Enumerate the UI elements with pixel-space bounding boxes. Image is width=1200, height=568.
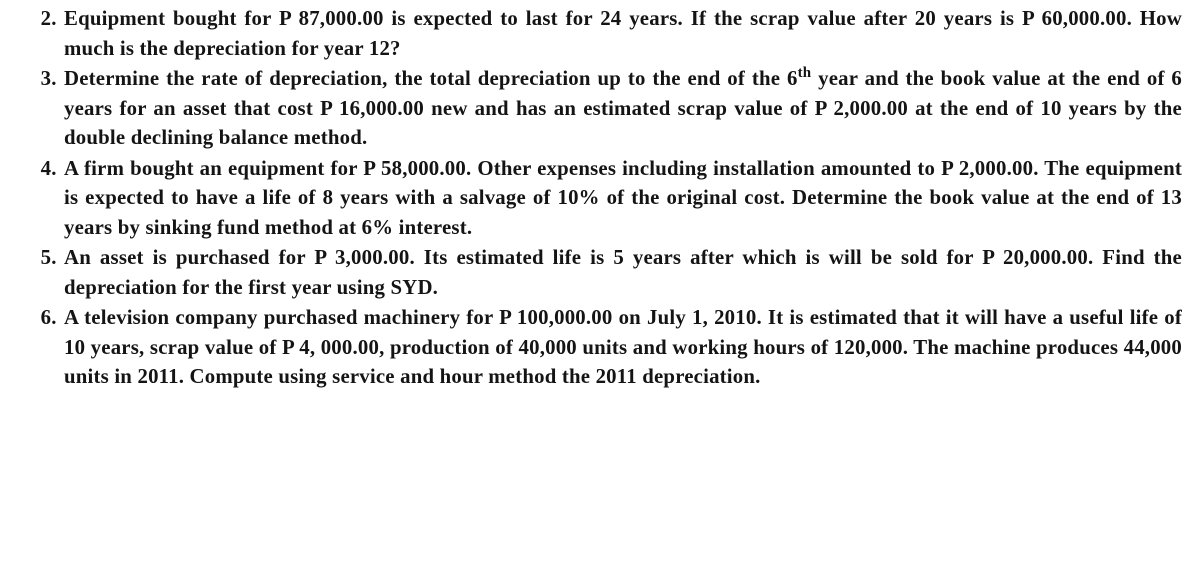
problem-list: Equipment bought for P 87,000.00 is expe… [18,4,1182,392]
problem-item: A firm bought an equipment for P 58,000.… [62,154,1182,243]
problem-item: An asset is purchased for P 3,000.00. It… [62,243,1182,302]
problem-item: Equipment bought for P 87,000.00 is expe… [62,4,1182,63]
problem-item: A television company purchased machinery… [62,303,1182,392]
document-page: Equipment bought for P 87,000.00 is expe… [0,0,1200,403]
problem-item: Determine the rate of depreciation, the … [62,64,1182,153]
